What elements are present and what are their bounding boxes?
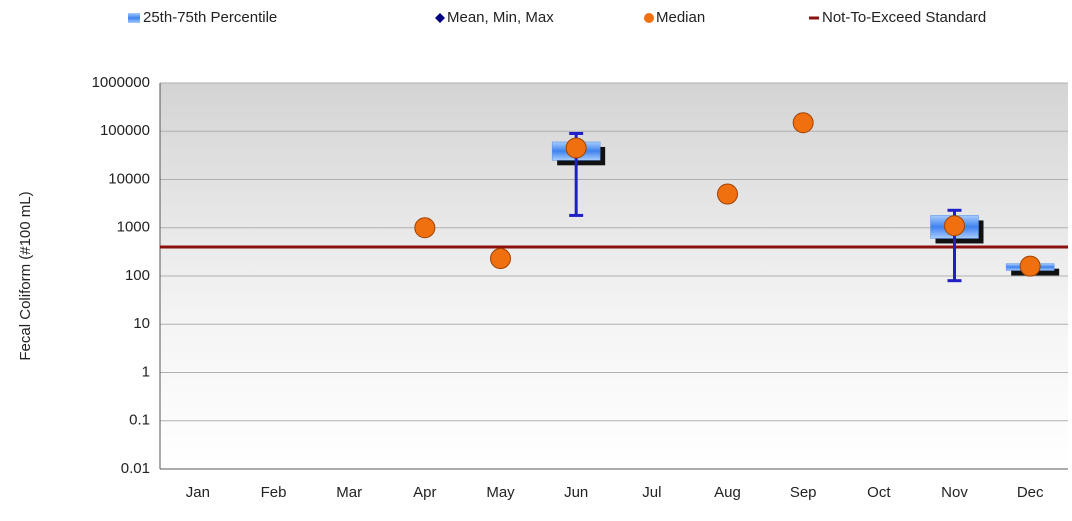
x-tick-label: Dec (1017, 484, 1044, 501)
legend-label: Not-To-Exceed Standard (822, 9, 986, 26)
legend-label: 25th-75th Percentile (143, 9, 277, 26)
y-tick-label: 1 (142, 363, 150, 380)
y-tick-label: 0.1 (129, 412, 150, 429)
y-tick-label: 10 (133, 315, 150, 332)
y-tick-label: 0.01 (121, 460, 150, 477)
median (490, 248, 511, 270)
median (1019, 255, 1041, 277)
median (717, 183, 738, 205)
median (944, 215, 965, 237)
x-tick-label: Mar (336, 484, 362, 501)
x-tick-label: Aug (714, 484, 741, 501)
legend-swatch (644, 13, 654, 23)
x-tick-label: May (486, 484, 515, 501)
median (414, 217, 436, 239)
x-tick-label: Apr (413, 484, 436, 501)
x-tick-label: Oct (867, 484, 891, 501)
y-axis-label: Fecal Coliform (#100 mL) (17, 191, 34, 360)
x-tick-label: Jun (564, 484, 588, 501)
legend-label: Mean, Min, Max (447, 9, 554, 26)
y-tick-label: 1000 (117, 219, 150, 236)
x-tick-label: Sep (790, 484, 817, 501)
y-tick-label: 1000000 (92, 74, 150, 91)
x-tick-label: Nov (941, 484, 968, 501)
x-tick-label: Jul (642, 484, 661, 501)
median (792, 112, 814, 134)
y-tick-label: 10000 (108, 170, 150, 187)
legend-swatch (435, 13, 445, 23)
legend-swatch (128, 13, 140, 23)
legend-label: Median (656, 9, 705, 26)
x-tick-label: Feb (261, 484, 287, 501)
x-tick-label: Jan (186, 484, 210, 501)
median (565, 137, 587, 159)
y-tick-label: 100 (125, 267, 150, 284)
y-tick-label: 100000 (100, 122, 150, 139)
